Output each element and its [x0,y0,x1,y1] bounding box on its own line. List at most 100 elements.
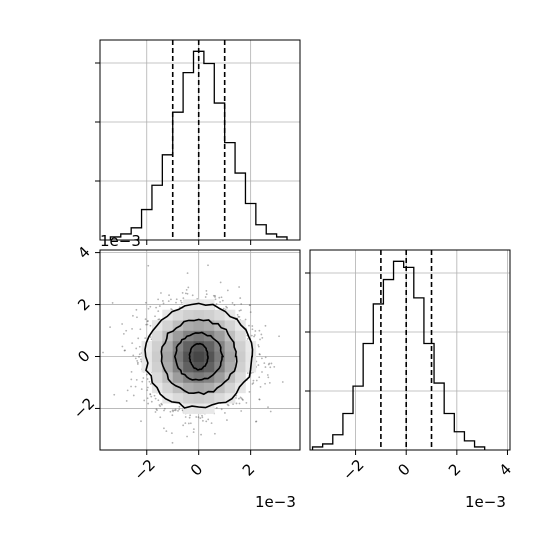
density-cell [183,320,194,331]
density-cell [193,309,205,321]
sample-point [215,406,218,409]
sample-point [136,361,139,364]
y-tick-label: 0 [74,347,93,366]
sample-point [147,402,150,405]
sample-point [246,372,249,375]
sample-point [155,306,158,309]
sample-point [123,349,126,352]
sample-point [182,297,185,299]
sample-point [136,359,139,362]
sample-point [160,292,162,294]
sample-point [187,286,190,289]
sample-point [264,366,267,368]
sample-point [221,299,224,302]
sample-point [172,410,174,413]
sample-point [213,432,216,435]
offset-label-bottom-left: 1e−3 [255,493,296,511]
density-cell [203,403,215,414]
sample-point [135,378,138,381]
density-cell [162,392,174,404]
sample-point [146,397,149,400]
sample-point [150,395,153,398]
sample-point [238,315,241,318]
sample-point [154,397,157,400]
density-cell [151,330,163,342]
density-cell [183,361,194,373]
density-cell [193,299,205,311]
density-cell [193,351,205,362]
density-cell [203,361,215,373]
density-cell [235,372,246,383]
density-cell [214,330,225,342]
sample-point [204,296,207,298]
sample-point [177,410,179,412]
sample-point [149,305,152,308]
sample-point [227,404,230,407]
density-cell [214,372,225,383]
density-cell [193,340,205,352]
density-cell [172,351,184,362]
sample-point [248,324,250,327]
sample-point [192,431,195,434]
sample-point [158,404,161,406]
sample-point [226,403,229,406]
sample-point [197,416,200,419]
y-tick-label: 4 [74,243,93,262]
sample-point [233,304,236,306]
sample-point [161,403,163,406]
sample-point [267,363,270,366]
sample-point [199,417,202,420]
sample-point [146,320,149,323]
density-cell [193,382,205,394]
density-cell [214,309,225,321]
sample-point [226,289,229,292]
sample-point [202,419,204,422]
sample-point [264,382,266,385]
density-cell [162,320,174,331]
sample-point [131,327,133,330]
density-cell [151,351,163,362]
x-tick-label: 2 [239,460,258,479]
sample-point [223,412,226,414]
sample-point [181,409,184,412]
sample-point [142,377,145,379]
sample-point [240,303,243,305]
sample-point [170,298,172,301]
sample-point [248,390,251,393]
sample-point [205,293,208,296]
sample-point [173,409,176,412]
axes-frame [99,249,301,451]
sample-point [258,353,261,355]
sample-point [255,379,258,382]
sample-point [207,264,209,267]
axes-frame [99,39,301,241]
sample-point [278,335,280,338]
sample-point [259,385,262,388]
density-cell [172,392,184,404]
sample-point [189,414,192,417]
y-tick-label: 2 [74,295,93,314]
density-cell [183,351,194,362]
density-cell [151,372,163,383]
sample-point [214,294,216,297]
density-cell [162,340,174,352]
sample-point [218,296,221,299]
sample-point [246,337,249,340]
sample-point [188,416,191,419]
sample-point [235,402,238,405]
sample-point [171,441,174,444]
sample-point [186,272,189,275]
sample-point [130,378,133,381]
sample-point [153,394,156,397]
sample-point [147,264,150,267]
sample-point [259,338,261,341]
x-tick-label: 0 [187,460,206,479]
density-cell [235,361,246,373]
sample-point [251,383,254,385]
density-cell [151,340,163,352]
sample-point [240,410,243,412]
sample-point [184,422,187,424]
sample-point [149,393,152,395]
sample-point [135,308,138,311]
sample-point [180,301,183,304]
